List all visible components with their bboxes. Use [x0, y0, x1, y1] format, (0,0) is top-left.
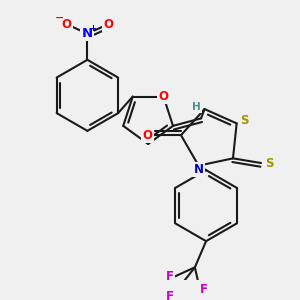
Text: O: O [142, 129, 152, 142]
Text: O: O [158, 90, 169, 103]
Text: N: N [82, 27, 93, 40]
Text: F: F [166, 290, 174, 300]
Text: S: S [240, 114, 248, 127]
Text: O: O [103, 18, 113, 31]
Text: H: H [192, 102, 201, 112]
Text: +: + [89, 25, 97, 34]
Text: F: F [200, 283, 208, 296]
Text: N: N [194, 163, 204, 176]
Text: −: − [55, 13, 64, 23]
Text: O: O [62, 18, 72, 31]
Text: F: F [166, 270, 174, 283]
Text: S: S [265, 157, 274, 169]
